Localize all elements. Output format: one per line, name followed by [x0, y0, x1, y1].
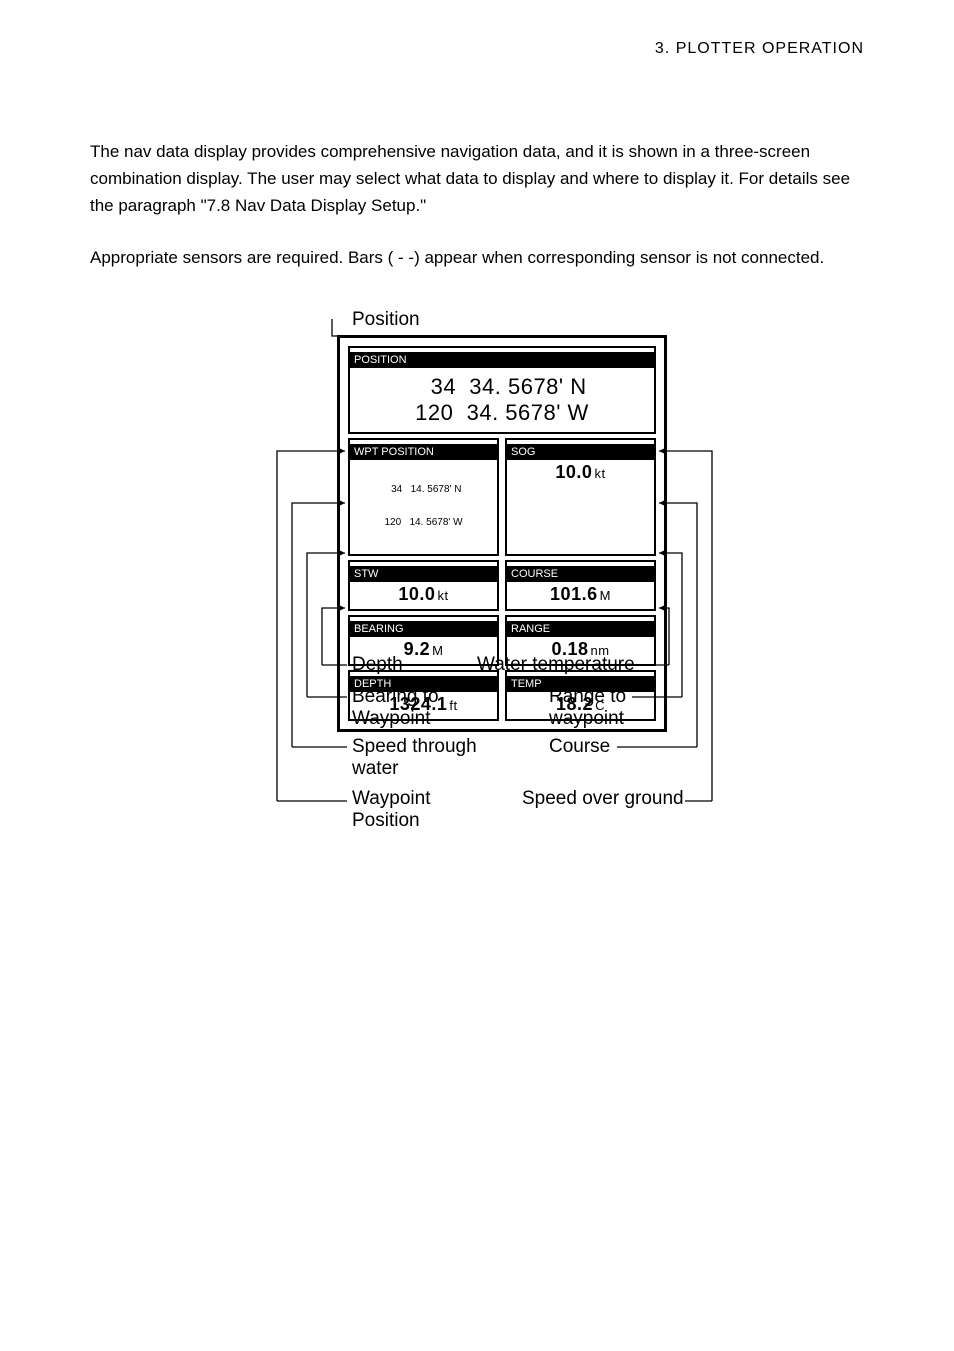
page-header: 3. PLOTTER OPERATION	[90, 40, 864, 58]
sog-box: SOG 10.0kt	[505, 438, 656, 556]
callout-depth: Depth	[352, 654, 403, 676]
callout-water-temp: Water temperature	[477, 654, 635, 676]
bearing-value: 9.2	[404, 639, 431, 659]
callout-wpt-pos: Waypoint Position	[352, 788, 431, 832]
callout-range-wpt: Range to waypoint	[549, 686, 626, 730]
position-box: POSITION 34 34. 5678' N 120 34. 5678' W	[348, 346, 656, 434]
position-line1: 34 34. 5678' N	[354, 374, 650, 400]
course-box: COURSE 101.6M	[505, 560, 656, 611]
stw-value: 10.0	[398, 584, 435, 604]
stw-title: STW	[350, 566, 497, 582]
wpt-box: WPT POSITION 34 14. 5678' N 120 14. 5678…	[348, 438, 499, 556]
paragraph-2: Appropriate sensors are required. Bars (…	[90, 244, 864, 271]
course-unit: M	[600, 588, 611, 603]
bearing-title: BEARING	[350, 621, 497, 637]
depth-unit: ft	[449, 698, 457, 713]
course-title: COURSE	[507, 566, 654, 582]
callout-bearing-wpt: Bearing to Waypoint	[352, 686, 439, 730]
range-title: RANGE	[507, 621, 654, 637]
wpt-line2: 120 14. 5678' W	[354, 517, 493, 528]
wpt-title: WPT POSITION	[350, 444, 497, 460]
paragraph-1: The nav data display provides comprehens…	[90, 138, 864, 220]
callout-position: Position	[352, 309, 420, 331]
nav-data-diagram: POSITION 34 34. 5678' N 120 34. 5678' W …	[157, 311, 797, 931]
sog-title: SOG	[507, 444, 654, 460]
stw-unit: kt	[437, 588, 448, 603]
callout-course: Course	[549, 736, 610, 758]
wpt-line1: 34 14. 5678' N	[354, 484, 493, 495]
stw-box: STW 10.0kt	[348, 560, 499, 611]
course-value: 101.6	[550, 584, 598, 604]
callout-sog: Speed over ground	[522, 788, 684, 810]
sog-unit: kt	[594, 466, 605, 481]
sog-value: 10.0	[555, 462, 592, 482]
callout-stw: Speed through water	[352, 736, 477, 780]
position-title: POSITION	[350, 352, 654, 368]
position-line2: 120 34. 5678' W	[354, 400, 650, 426]
bearing-unit: M	[432, 643, 443, 658]
